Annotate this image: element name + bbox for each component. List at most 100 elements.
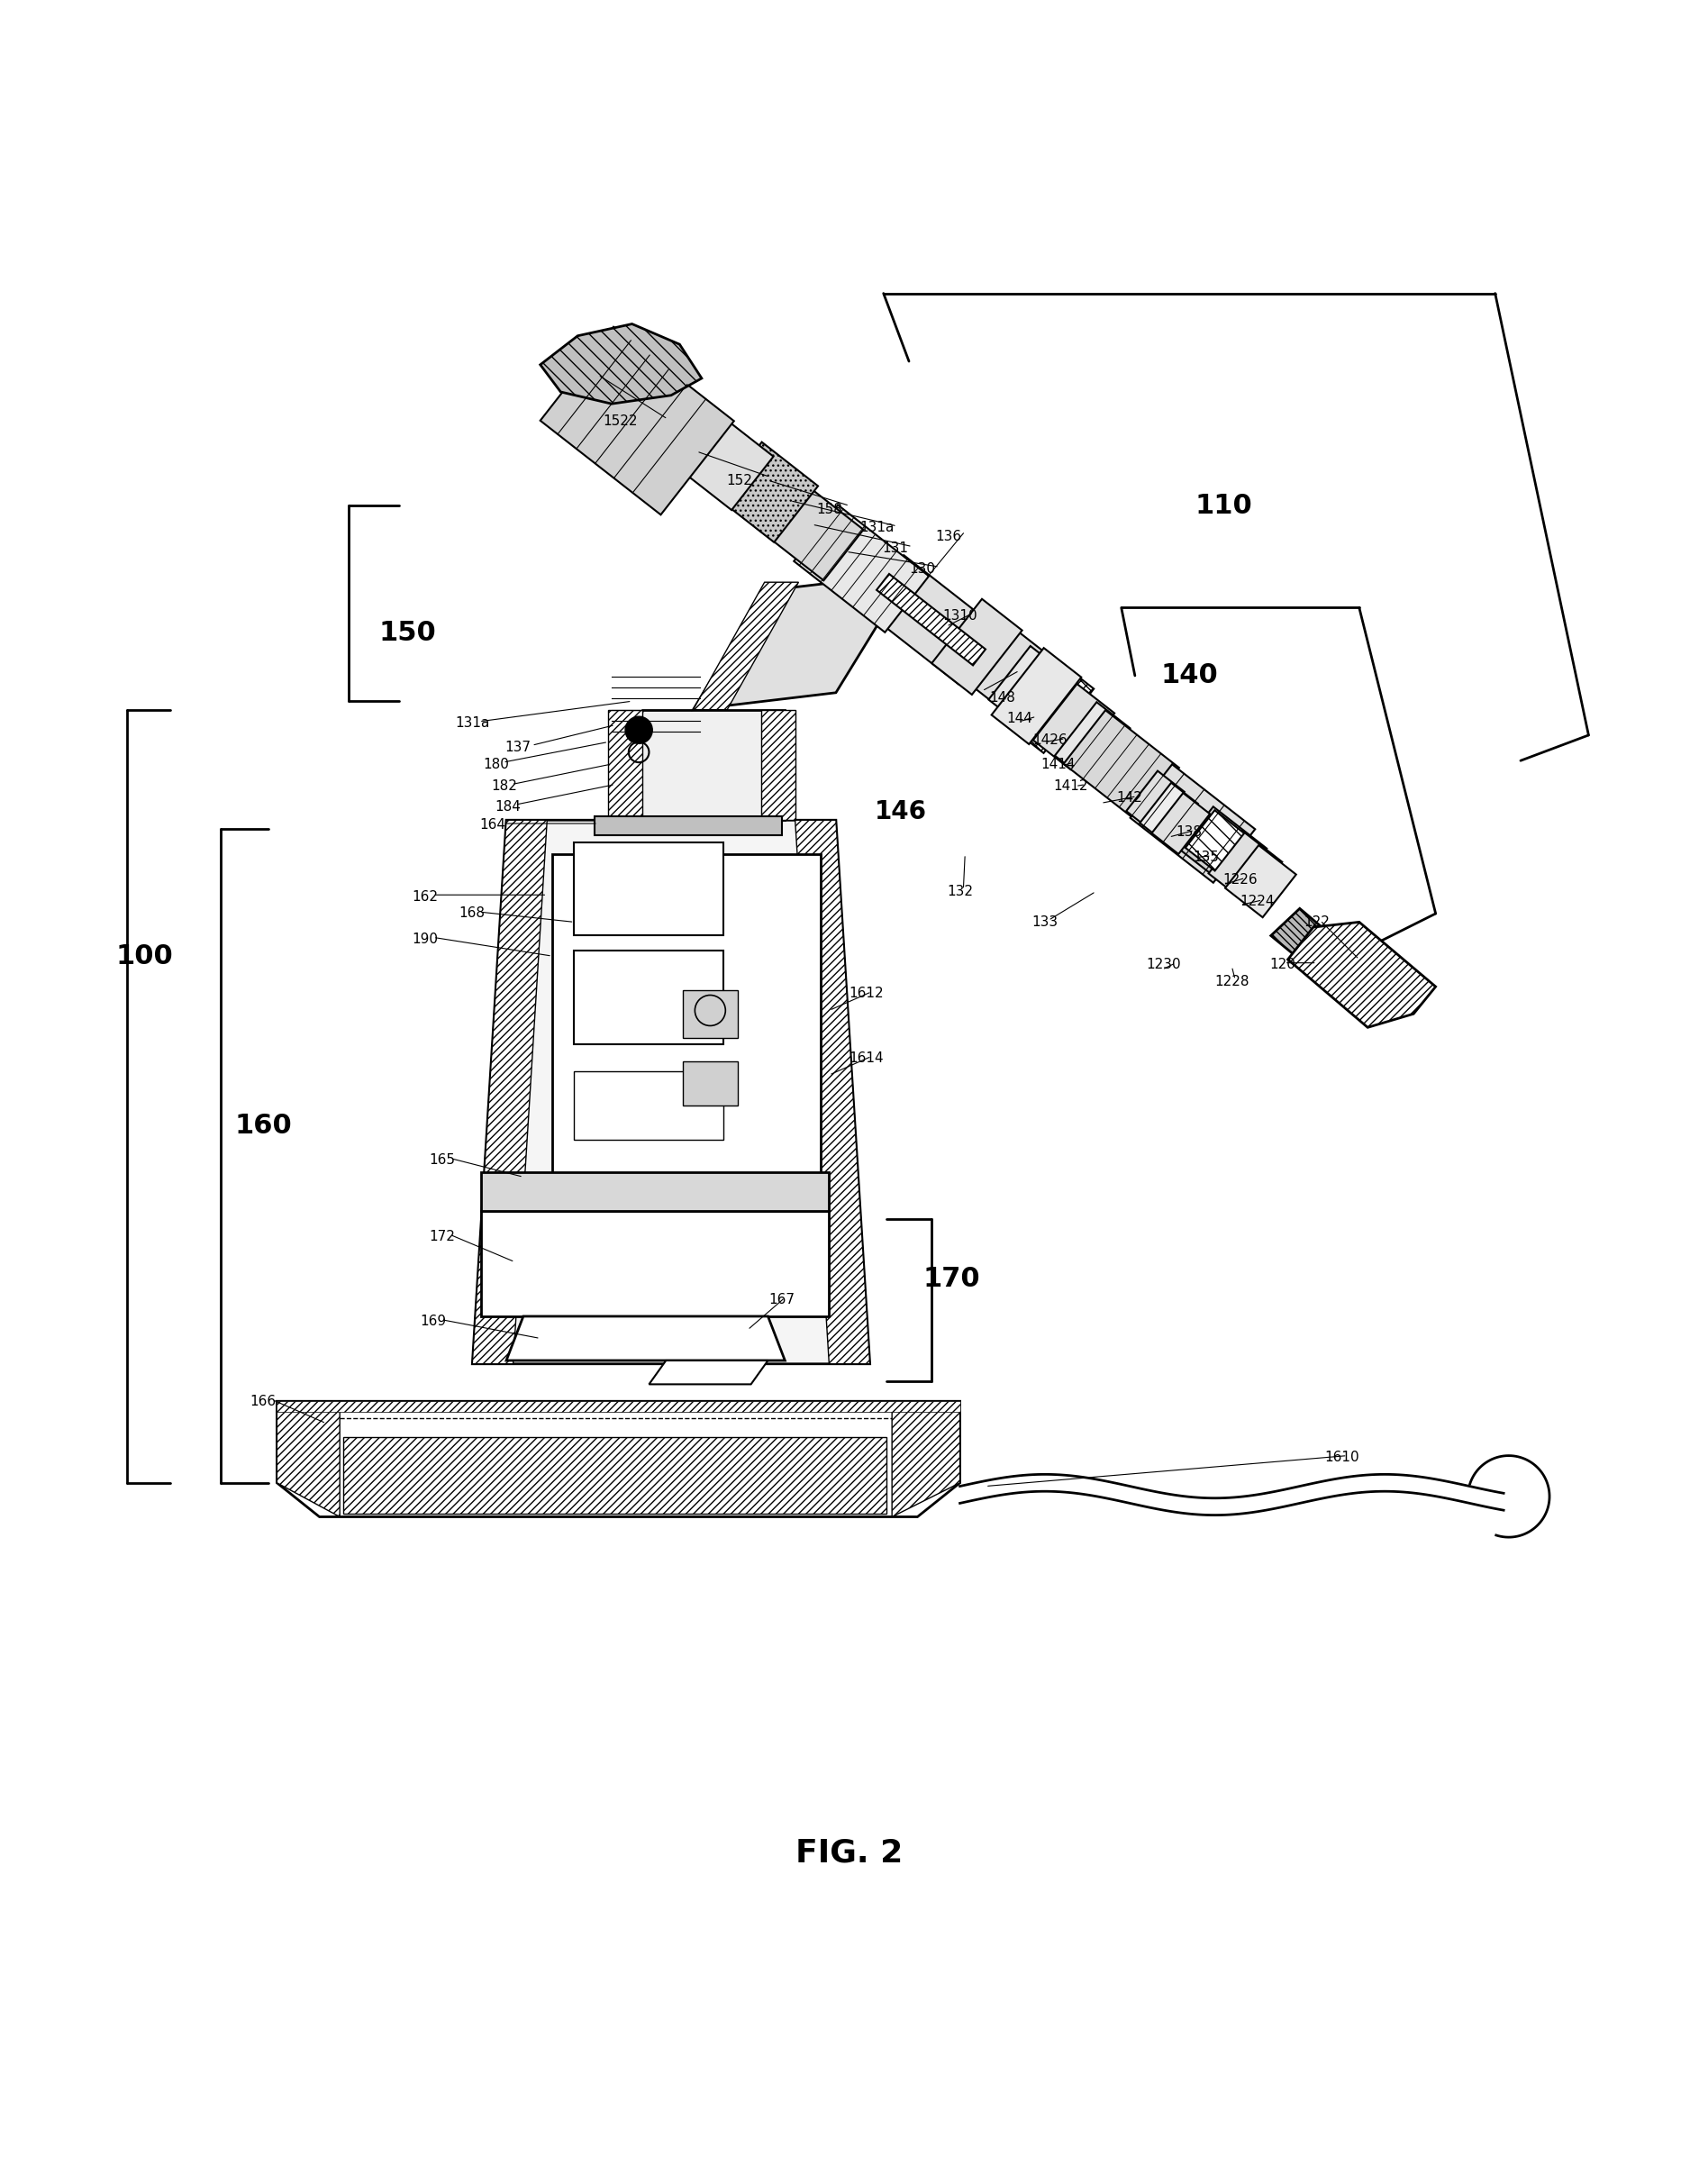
Polygon shape — [1225, 845, 1296, 917]
Text: 164: 164 — [479, 819, 506, 832]
Text: 1230: 1230 — [1147, 959, 1181, 972]
Text: 1426: 1426 — [1033, 734, 1067, 747]
Text: 132: 132 — [946, 885, 974, 898]
Text: 135: 135 — [1193, 852, 1220, 865]
Text: 1614: 1614 — [850, 1051, 883, 1066]
Polygon shape — [693, 583, 799, 710]
Text: 168: 168 — [459, 906, 486, 919]
Text: 169: 169 — [420, 1315, 447, 1328]
Bar — [481, 1173, 829, 1210]
Text: 137: 137 — [505, 740, 532, 753]
Polygon shape — [719, 441, 817, 542]
Text: 152: 152 — [725, 474, 753, 487]
Polygon shape — [277, 1402, 960, 1411]
Text: 138: 138 — [1176, 826, 1203, 839]
Polygon shape — [1033, 684, 1115, 769]
Polygon shape — [892, 1402, 960, 1518]
Text: 131: 131 — [882, 542, 909, 555]
Bar — [574, 950, 724, 1044]
Polygon shape — [1064, 710, 1179, 821]
Text: 144: 144 — [1006, 712, 1033, 725]
Text: 131a: 131a — [455, 716, 489, 729]
Text: 182: 182 — [491, 780, 518, 793]
Polygon shape — [1186, 810, 1244, 871]
Text: 100: 100 — [116, 943, 173, 970]
Polygon shape — [965, 625, 1047, 710]
Polygon shape — [608, 710, 642, 821]
Polygon shape — [1126, 771, 1184, 832]
Text: 146: 146 — [875, 799, 926, 823]
Text: 184: 184 — [494, 799, 522, 812]
Text: 166: 166 — [250, 1396, 277, 1409]
Polygon shape — [989, 646, 1064, 725]
Polygon shape — [877, 574, 985, 666]
Text: 142: 142 — [1116, 791, 1143, 804]
Text: 158: 158 — [816, 502, 843, 515]
Polygon shape — [761, 710, 795, 821]
Bar — [481, 1210, 829, 1317]
Bar — [574, 843, 724, 935]
Text: 136: 136 — [934, 529, 962, 544]
Polygon shape — [277, 1402, 340, 1518]
Polygon shape — [693, 574, 909, 710]
Polygon shape — [1179, 806, 1267, 891]
Polygon shape — [540, 328, 734, 515]
Polygon shape — [608, 710, 785, 821]
Circle shape — [625, 716, 652, 743]
Text: 131a: 131a — [860, 522, 894, 535]
Polygon shape — [1006, 660, 1094, 753]
Text: 1310: 1310 — [943, 609, 977, 622]
Polygon shape — [931, 598, 1023, 695]
Polygon shape — [472, 821, 870, 1363]
Polygon shape — [793, 505, 929, 633]
Text: 180: 180 — [483, 758, 510, 771]
Text: 1610: 1610 — [1325, 1450, 1359, 1463]
Bar — [683, 1061, 737, 1105]
Text: 120: 120 — [1269, 959, 1296, 972]
Text: 165: 165 — [428, 1153, 455, 1166]
Text: 162: 162 — [411, 889, 438, 904]
Polygon shape — [1152, 793, 1210, 854]
Text: 1224: 1224 — [1240, 895, 1274, 909]
Polygon shape — [540, 323, 702, 404]
Text: 1228: 1228 — [1215, 974, 1249, 989]
Text: 1414: 1414 — [1041, 758, 1075, 771]
Text: 167: 167 — [768, 1293, 795, 1306]
Text: 140: 140 — [1160, 662, 1218, 688]
Bar — [683, 989, 737, 1037]
Polygon shape — [1208, 830, 1283, 904]
Polygon shape — [472, 821, 547, 1363]
Text: 1522: 1522 — [603, 415, 637, 428]
Polygon shape — [649, 1361, 768, 1385]
Text: 150: 150 — [379, 620, 437, 646]
Polygon shape — [992, 649, 1081, 745]
Text: 1226: 1226 — [1223, 874, 1257, 887]
Polygon shape — [1055, 701, 1130, 782]
Polygon shape — [277, 1402, 960, 1518]
Polygon shape — [1288, 922, 1436, 1026]
Bar — [574, 1072, 724, 1140]
Text: 110: 110 — [1194, 494, 1252, 520]
Polygon shape — [861, 555, 1001, 684]
Text: 148: 148 — [989, 690, 1016, 705]
Text: 133: 133 — [1031, 915, 1058, 928]
Text: 1412: 1412 — [1053, 780, 1087, 793]
Text: 130: 130 — [909, 561, 936, 574]
Polygon shape — [1130, 764, 1256, 882]
Text: 190: 190 — [411, 933, 438, 946]
Text: FIG. 2: FIG. 2 — [795, 1839, 904, 1870]
Text: 122: 122 — [1303, 915, 1330, 928]
Bar — [552, 854, 821, 1313]
Text: 172: 172 — [428, 1230, 455, 1243]
Polygon shape — [668, 406, 773, 511]
Text: 1612: 1612 — [850, 987, 883, 1000]
Polygon shape — [754, 476, 863, 581]
Polygon shape — [1140, 782, 1198, 843]
Text: 160: 160 — [234, 1114, 292, 1140]
Polygon shape — [506, 1317, 785, 1361]
Bar — [595, 817, 782, 836]
Polygon shape — [795, 821, 870, 1363]
Text: 170: 170 — [923, 1267, 980, 1293]
Polygon shape — [1271, 909, 1376, 998]
Bar — [343, 1437, 887, 1514]
